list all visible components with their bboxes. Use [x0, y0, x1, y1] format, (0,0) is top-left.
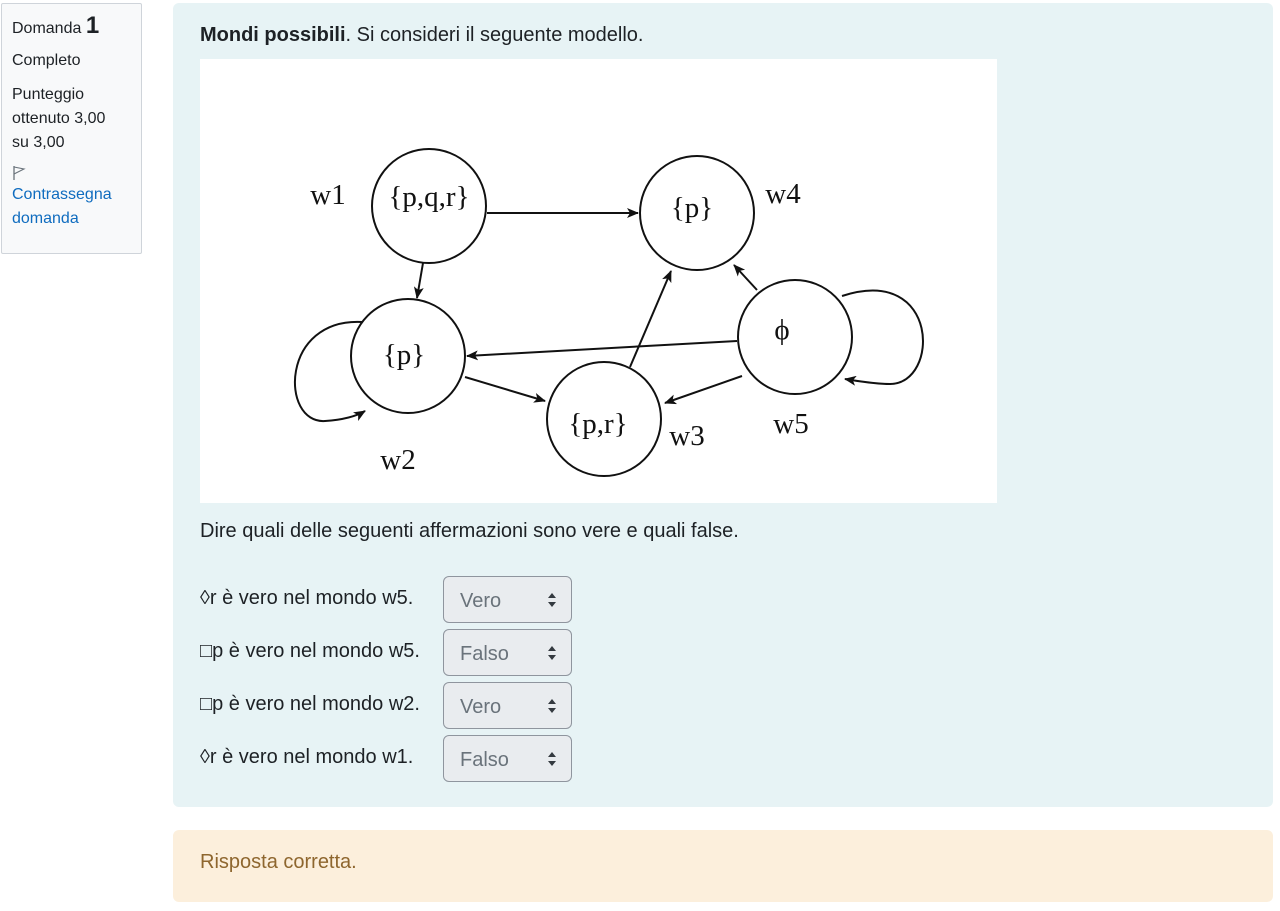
node-w2-label: {p}: [383, 339, 425, 371]
select-caret-icon: [548, 752, 556, 766]
flag-outline-icon: [12, 165, 131, 181]
world-name-w2: w2: [380, 444, 415, 476]
question-state: Completo: [12, 52, 81, 69]
answer-select[interactable]: Falso: [443, 735, 572, 782]
question-number-value: 1: [85, 12, 100, 39]
edge-w5-w4: [733, 264, 758, 291]
question-grade: Punteggio ottenuto 3,00 su 3,00: [12, 83, 131, 155]
grade-line-3: su 3,00: [12, 134, 65, 151]
select-caret-icon: [548, 593, 556, 607]
flag-line-2: domanda: [12, 210, 79, 227]
statement-row: □p è vero nel mondo w5. Falso: [200, 629, 620, 677]
flag-question-link[interactable]: Contrassegna domanda: [12, 165, 131, 231]
select-caret-icon: [548, 646, 556, 660]
question-info-panel: Domanda 1 Completo Punteggio ottenuto 3,…: [1, 3, 142, 254]
question-text: Mondi possibili. Si consideri il seguent…: [200, 23, 644, 47]
statement-row: □p è vero nel mondo w2. Vero: [200, 682, 620, 730]
question-number: Domanda 1: [12, 14, 131, 41]
answer-select-value: Vero: [460, 590, 502, 612]
answer-select-value: Falso: [460, 749, 509, 771]
flag-line-1: Contrassegna: [12, 186, 112, 203]
select-caret-icon: [548, 699, 556, 713]
grade-line-1: Punteggio: [12, 86, 85, 103]
statement-row: ◊r è vero nel mondo w5. Vero: [200, 576, 620, 624]
statement-text: □p è vero nel mondo w5.: [200, 640, 420, 662]
grade-line-2: ottenuto 3,00: [12, 110, 106, 127]
node-w5: [737, 279, 853, 395]
answer-select[interactable]: Vero: [443, 682, 572, 729]
statement-text: ◊r è vero nel mondo w5.: [200, 587, 414, 609]
edge-w2-w2: [293, 320, 366, 423]
world-name-w5: w5: [773, 408, 808, 440]
question-label: Domanda: [12, 20, 82, 37]
question-instruction: Dire quali delle seguenti affermazioni s…: [200, 520, 739, 542]
statement-text: ◊r è vero nel mondo w1.: [200, 746, 414, 768]
question-formulation: Mondi possibili. Si consideri il seguent…: [173, 3, 1273, 807]
statement-text: □p è vero nel mondo w2.: [200, 693, 420, 715]
edge-w3-w4: [629, 270, 672, 368]
world-name-w3: w3: [669, 420, 704, 452]
feedback-text: Risposta corretta.: [200, 851, 357, 873]
answer-select[interactable]: Vero: [443, 576, 572, 623]
node-w4-label: {p}: [671, 192, 713, 224]
node-w1: [371, 148, 487, 264]
node-w5-label: ϕ: [774, 314, 789, 346]
edge-w5-w2: [466, 340, 738, 361]
node-w3: [546, 361, 662, 477]
node-w4: [639, 155, 755, 271]
answer-select-value: Vero: [460, 696, 502, 718]
world-name-w4: w4: [765, 178, 801, 210]
question-title-rest: . Si consideri il seguente modello.: [345, 24, 644, 46]
node-w3-label: {p,r}: [568, 408, 627, 440]
edge-w1-w2: [413, 262, 424, 299]
kripke-model-diagram: {p,q,r} {p} {p} {p,r} ϕ w1 w4 w2 w3 w5: [200, 59, 997, 503]
world-name-w1: w1: [310, 179, 345, 211]
node-w2: [350, 298, 466, 414]
edge-w5-w5: [841, 289, 924, 386]
edge-w2-w3: [464, 376, 546, 403]
answer-select-value: Falso: [460, 643, 509, 665]
edge-w5-w3: [664, 375, 743, 405]
question-title: Mondi possibili: [200, 24, 346, 46]
answer-select[interactable]: Falso: [443, 629, 572, 676]
node-w1-label: {p,q,r}: [389, 181, 470, 213]
feedback-box: Risposta corretta.: [173, 830, 1273, 902]
statement-row: ◊r è vero nel mondo w1. Falso: [200, 735, 620, 783]
